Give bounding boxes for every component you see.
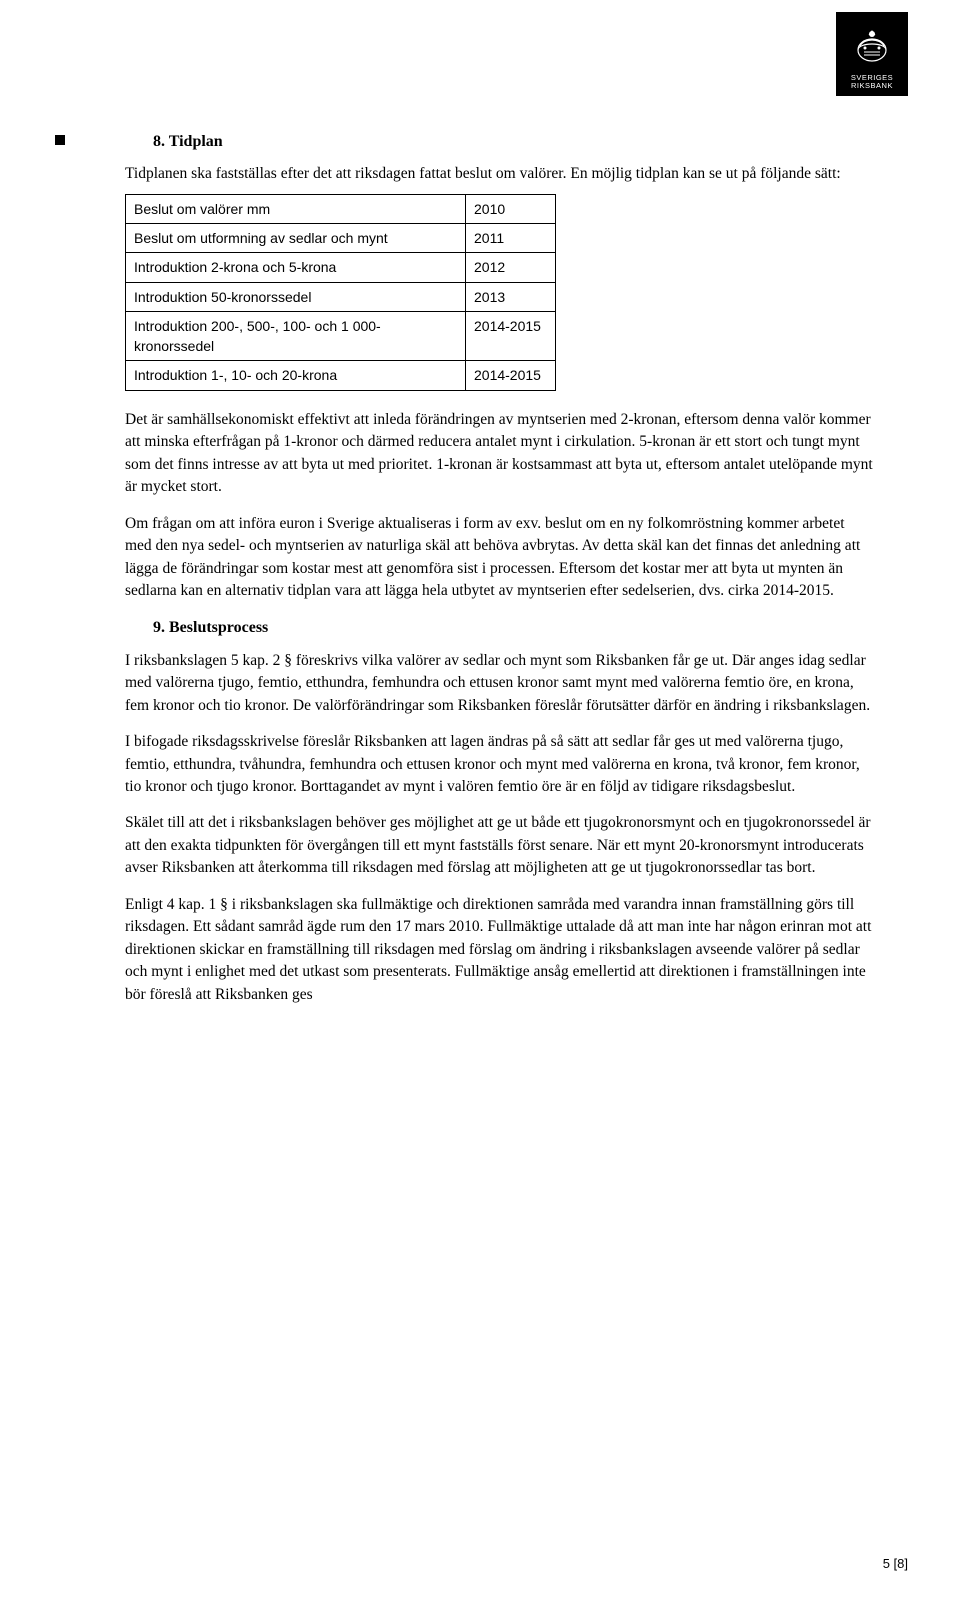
body-p1: Det är samhällsekonomiskt effektivt att … [125,409,875,499]
table-cell-year: 2014-2015 [466,361,556,390]
table-cell-label: Introduktion 2-krona och 5-krona [126,253,466,282]
section-8-intro: Tidplanen ska fastställas efter det att … [125,163,875,185]
table-cell-year: 2014-2015 [466,311,556,361]
riksbank-logo: SVERIGES RIKSBANK [836,12,908,96]
s9-p4: Enligt 4 kap. 1 § i riksbankslagen ska f… [125,894,875,1006]
crest-icon [850,26,894,70]
section-9-heading: 9. Beslutsprocess [153,616,875,639]
logo-text-2: RIKSBANK [851,82,893,90]
table-cell-label: Beslut om valörer mm [126,194,466,223]
table-row: Introduktion 1-, 10- och 20-krona 2014-2… [126,361,556,390]
s9-p3: Skälet till att det i riksbankslagen beh… [125,812,875,879]
section-8-heading: 8. Tidplan [153,130,875,153]
table-cell-year: 2010 [466,194,556,223]
table-cell-year: 2013 [466,282,556,311]
table-row: Introduktion 50-kronorssedel 2013 [126,282,556,311]
page-number: 5 [8] [883,1555,908,1574]
table-cell-year: 2012 [466,253,556,282]
body-p2: Om frågan om att införa euron i Sverige … [125,513,875,603]
table-row: Introduktion 200-, 500-, 100- och 1 000-… [126,311,556,361]
tidplan-table: Beslut om valörer mm 2010 Beslut om utfo… [125,194,556,391]
s9-p1: I riksbankslagen 5 kap. 2 § föreskrivs v… [125,650,875,717]
table-cell-label: Beslut om utformning av sedlar och mynt [126,223,466,252]
s9-p2: I bifogade riksdagsskrivelse föreslår Ri… [125,731,875,798]
table-cell-label: Introduktion 50-kronorssedel [126,282,466,311]
table-cell-label: Introduktion 1-, 10- och 20-krona [126,361,466,390]
table-cell-year: 2011 [466,223,556,252]
table-cell-label: Introduktion 200-, 500-, 100- och 1 000-… [126,311,466,361]
table-row: Introduktion 2-krona och 5-krona 2012 [126,253,556,282]
table-row: Beslut om utformning av sedlar och mynt … [126,223,556,252]
table-row: Beslut om valörer mm 2010 [126,194,556,223]
section-bullet [55,135,65,145]
document-body: 8. Tidplan Tidplanen ska fastställas eft… [125,130,875,1020]
